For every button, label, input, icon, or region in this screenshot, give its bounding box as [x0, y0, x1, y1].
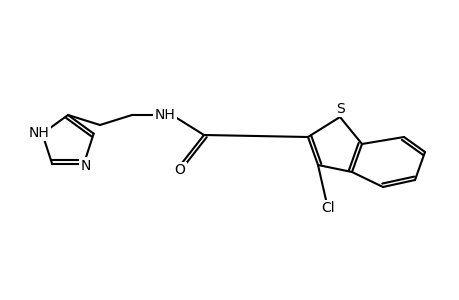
Text: NH: NH: [29, 126, 50, 140]
Text: S: S: [336, 102, 345, 116]
Text: O: O: [174, 163, 185, 177]
Text: Cl: Cl: [320, 201, 334, 215]
Text: N: N: [80, 159, 91, 173]
Text: NH: NH: [154, 108, 175, 122]
